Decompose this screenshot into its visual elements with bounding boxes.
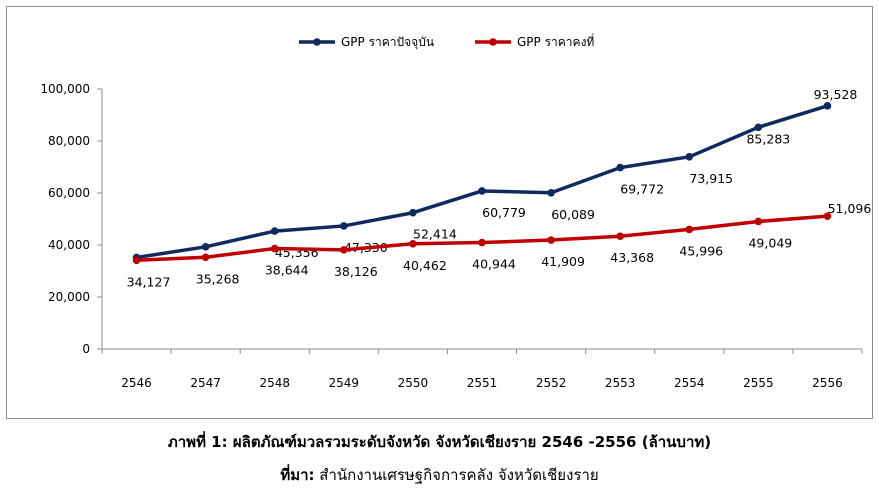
data-label: 34,127 bbox=[127, 274, 171, 289]
x-tick-label: 2550 bbox=[398, 376, 429, 390]
x-tick-label: 2554 bbox=[674, 376, 705, 390]
data-point bbox=[616, 232, 624, 241]
data-point bbox=[685, 153, 694, 161]
data-label: 43,368 bbox=[610, 250, 654, 265]
data-point bbox=[478, 187, 486, 195]
y-tick-label: 40,000 bbox=[48, 238, 90, 252]
x-tick-label: 2549 bbox=[329, 376, 360, 390]
data-point bbox=[754, 217, 763, 226]
data-label: 69,772 bbox=[620, 182, 664, 197]
data-label: 40,462 bbox=[403, 258, 447, 273]
x-tick-label: 2548 bbox=[259, 376, 290, 390]
data-point bbox=[823, 212, 832, 220]
chart-frame: 0 20,000 40,000 60,000 80,000 100,000 2546 2547… bbox=[6, 6, 873, 419]
source-note: ที่มา: สำนักงานเศรษฐกิจการคลัง จังหวัดเช… bbox=[0, 463, 879, 487]
data-label: 49,049 bbox=[748, 235, 792, 250]
data-point bbox=[132, 256, 141, 265]
source-text: สำนักงานเศรษฐกิจการคลัง จังหวัดเชียงราย bbox=[319, 466, 599, 484]
data-point bbox=[754, 123, 763, 132]
x-tick-label: 2547 bbox=[190, 376, 221, 390]
data-label: 40,944 bbox=[472, 257, 516, 272]
legend-label: GPP ราคาปัจจุบัน bbox=[341, 35, 434, 50]
data-label: 45,996 bbox=[679, 243, 723, 258]
y-tick-label: 100,000 bbox=[40, 82, 90, 96]
x-tick-label: 2552 bbox=[536, 376, 567, 390]
x-tick-label: 2551 bbox=[467, 376, 498, 390]
data-label: 73,915 bbox=[689, 171, 733, 186]
x-tick-label: 2546 bbox=[121, 376, 152, 390]
x-tick-label: 2556 bbox=[812, 376, 843, 390]
data-point bbox=[478, 238, 486, 247]
data-label: 52,414 bbox=[413, 227, 457, 242]
data-point bbox=[340, 246, 348, 254]
data-point bbox=[409, 239, 417, 248]
y-tick-label: 0 bbox=[82, 342, 90, 356]
data-point bbox=[270, 227, 279, 235]
data-point bbox=[340, 222, 348, 230]
data-point bbox=[270, 244, 279, 253]
data-label: 38,126 bbox=[334, 264, 378, 279]
data-point bbox=[547, 236, 555, 244]
y-tick-label: 80,000 bbox=[48, 134, 90, 148]
legend-label: GPP ราคาคงที่ bbox=[517, 33, 594, 49]
caption-text: ผลิตภัณฑ์มวลรวมระดับจังหวัด จังหวัดเชียง… bbox=[232, 433, 712, 451]
data-point bbox=[201, 243, 210, 251]
data-point bbox=[201, 253, 210, 262]
data-point bbox=[823, 102, 832, 110]
y-tick-label: 20,000 bbox=[48, 290, 90, 304]
data-label: 38,644 bbox=[265, 263, 309, 278]
legend-marker bbox=[489, 38, 497, 46]
x-tick-label: 2553 bbox=[605, 376, 636, 390]
data-label: 41,909 bbox=[541, 254, 585, 269]
data-label: 51,096 bbox=[828, 201, 872, 216]
data-point bbox=[616, 163, 624, 172]
line-chart: 0 20,000 40,000 60,000 80,000 100,000 2546 2547… bbox=[40, 33, 872, 390]
data-label: 60,089 bbox=[551, 207, 595, 222]
data-label: 93,528 bbox=[814, 87, 858, 102]
x-tick-label: 2555 bbox=[743, 376, 774, 390]
data-point bbox=[409, 208, 417, 217]
caption-prefix: ภาพที่ 1: bbox=[167, 433, 228, 451]
legend-marker bbox=[313, 38, 321, 46]
data-point bbox=[547, 188, 555, 197]
source-label: ที่มา: bbox=[280, 466, 315, 484]
figure-caption: ภาพที่ 1: ผลิตภัณฑ์มวลรวมระดับจังหวัด จั… bbox=[0, 430, 879, 454]
y-tick-label: 60,000 bbox=[48, 186, 90, 200]
data-label: 35,268 bbox=[196, 271, 240, 286]
data-point bbox=[685, 225, 694, 234]
data-label: 60,779 bbox=[482, 205, 526, 220]
data-label: 85,283 bbox=[746, 131, 790, 146]
